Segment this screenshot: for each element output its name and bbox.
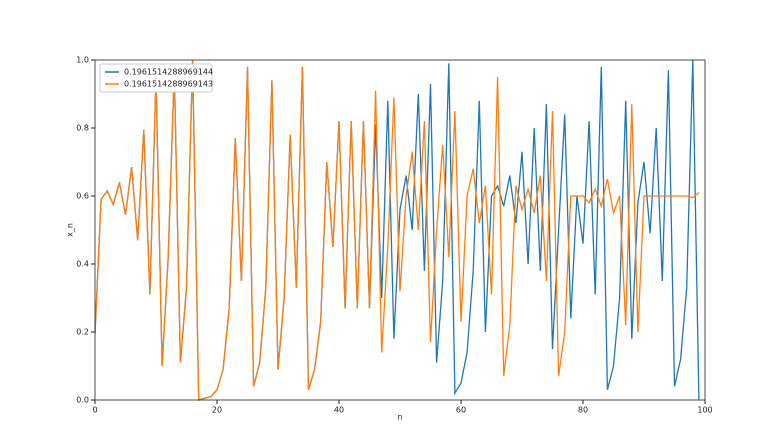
plot-frame [94, 59, 706, 401]
x-tick-label: 60 [456, 406, 466, 415]
x-tick-label: 0 [92, 406, 97, 415]
x-tick-label: 80 [578, 406, 588, 415]
x-tick-label: 100 [697, 406, 712, 415]
y-axis-label: x_n [66, 223, 75, 237]
legend-label: 0.1961514288969143 [124, 80, 213, 89]
y-tick-label: 0.4 [76, 260, 89, 269]
y-tick-label: 1.0 [76, 56, 89, 65]
x-axis-label: n [397, 413, 402, 422]
x-tick-label: 20 [212, 406, 222, 415]
legend-box [99, 63, 213, 93]
y-tick-label: 0.8 [76, 124, 89, 133]
y-tick-label: 0.2 [76, 328, 89, 337]
series-line [94, 59, 700, 401]
y-tick-label: 0.0 [76, 396, 89, 405]
y-tick-label: 0.6 [76, 192, 89, 201]
legend-label: 0.1961514288969144 [124, 68, 213, 77]
x-tick-label: 40 [334, 406, 344, 415]
series-line [94, 59, 700, 401]
